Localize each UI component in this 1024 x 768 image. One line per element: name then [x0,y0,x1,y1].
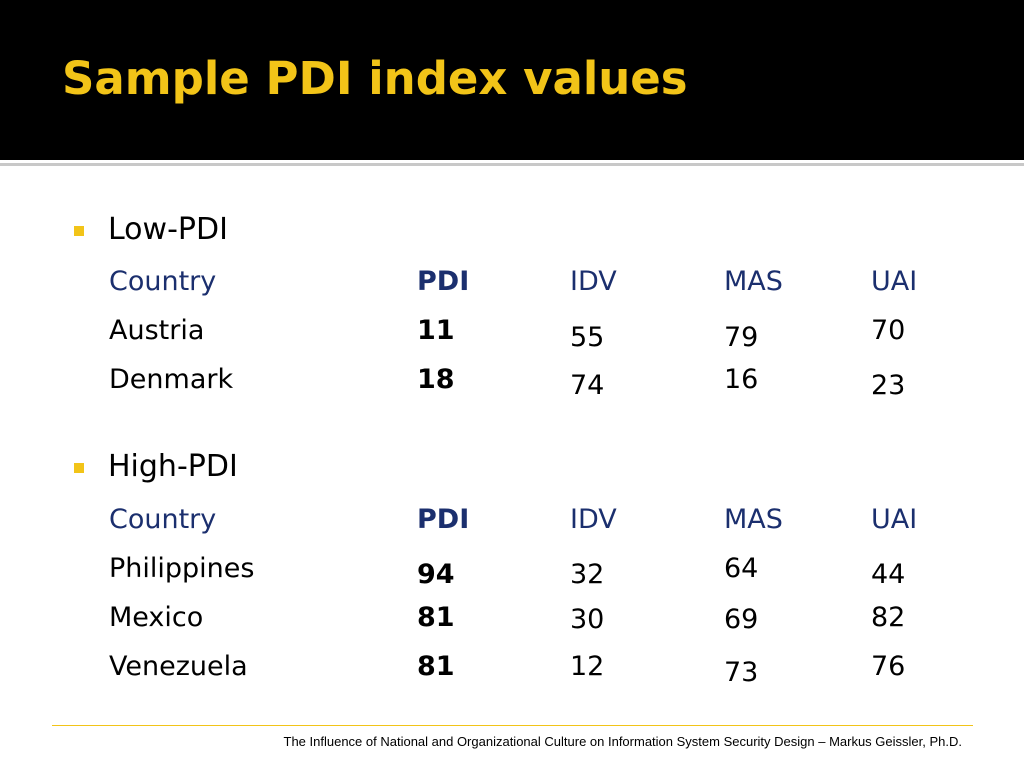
slide-title: Sample PDI index values [62,52,688,105]
cell-uai: 44 [871,559,906,590]
section-label-high-pdi: High-PDI [108,449,238,484]
cell-uai: 23 [871,370,906,401]
cell-idv: 30 [570,604,605,635]
cell-country: Denmark [109,364,234,395]
cell-mas: 16 [724,364,759,395]
cell-country: Venezuela [109,651,248,682]
cell-country: Philippines [109,553,255,584]
footer-divider [52,725,973,726]
cell-idv: 12 [570,651,605,682]
header-country: Country [109,504,217,535]
header-idv: IDV [570,504,617,535]
header-idv: IDV [570,266,617,297]
cell-idv: 55 [570,322,605,353]
cell-mas: 64 [724,553,759,584]
cell-pdi: 94 [417,559,455,590]
bullet-square-icon [74,463,84,473]
cell-uai: 82 [871,602,906,633]
cell-idv: 32 [570,559,605,590]
bullet-square-icon [74,226,84,236]
cell-mas: 79 [724,322,759,353]
cell-pdi: 18 [417,364,455,395]
cell-country: Mexico [109,602,204,633]
header-pdi: PDI [417,504,470,535]
cell-idv: 74 [570,370,605,401]
cell-pdi: 81 [417,602,455,633]
section-label-low-pdi: Low-PDI [108,212,228,247]
cell-mas: 69 [724,604,759,635]
header-pdi: PDI [417,266,470,297]
header-mas: MAS [724,266,783,297]
header-mas: MAS [724,504,783,535]
cell-uai: 70 [871,315,906,346]
cell-pdi: 81 [417,651,455,682]
cell-pdi: 11 [417,315,455,346]
cell-country: Austria [109,315,205,346]
footer-caption: The Influence of National and Organizati… [283,734,963,749]
title-bar: Sample PDI index values [0,0,1024,160]
header-uai: UAI [871,504,918,535]
header-country: Country [109,266,217,297]
header-uai: UAI [871,266,918,297]
title-divider [0,163,1024,166]
cell-uai: 76 [871,651,906,682]
cell-mas: 73 [724,657,759,688]
